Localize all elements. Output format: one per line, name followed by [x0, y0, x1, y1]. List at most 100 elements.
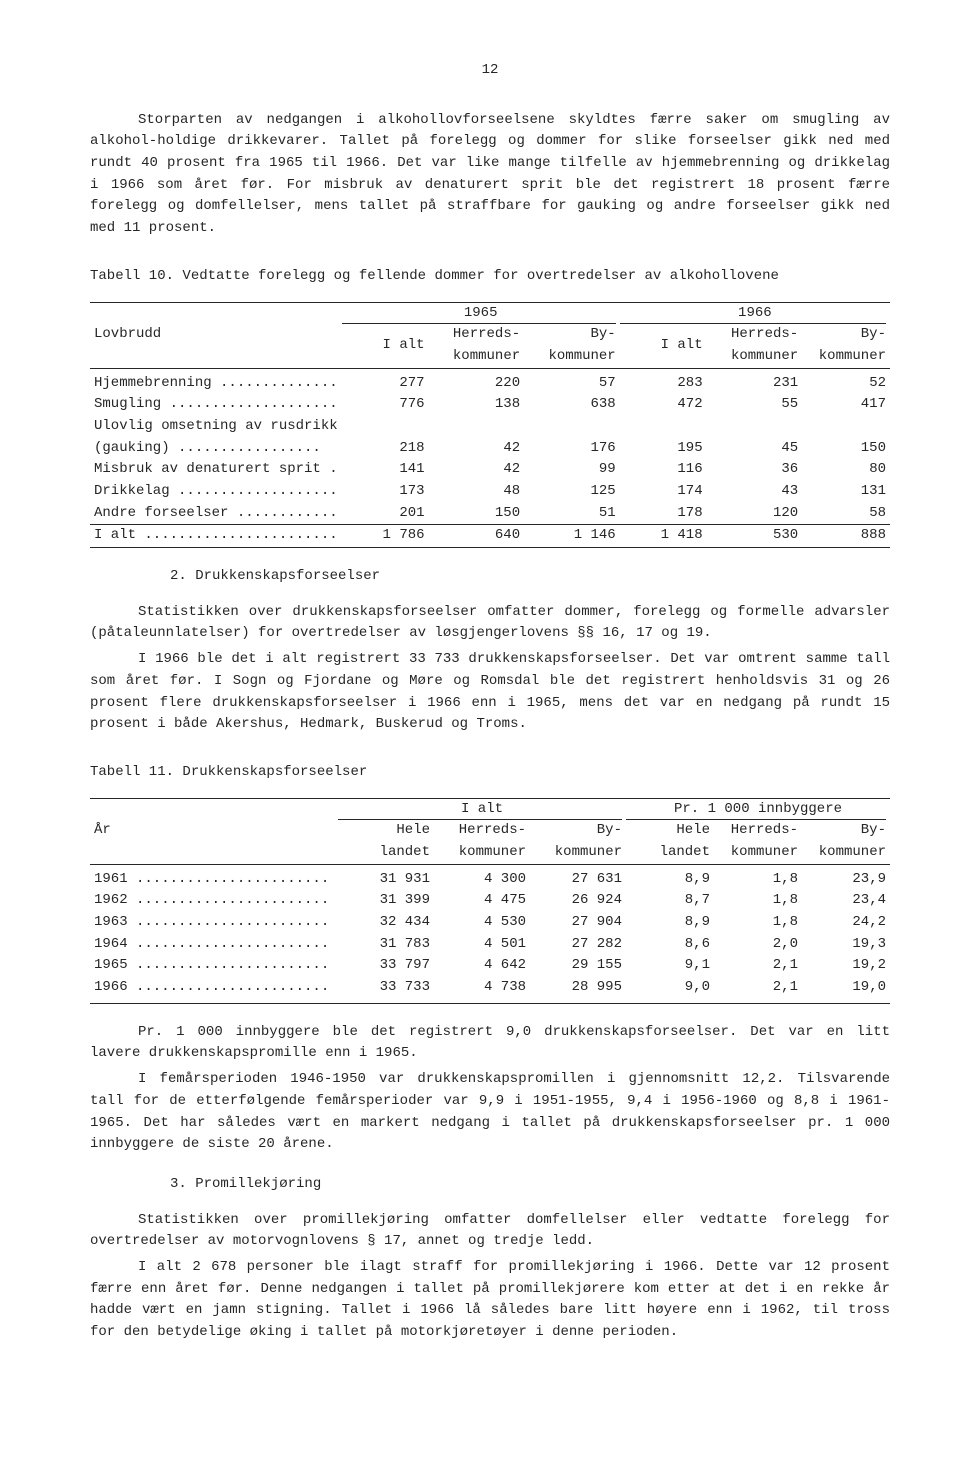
t10-rowhdr: Lovbrudd [90, 302, 342, 368]
table-row: 1966 .......................33 7334 7382… [90, 977, 890, 999]
t10-col: Herreds- kommuner [429, 324, 525, 368]
cell [429, 416, 525, 438]
cell: 231 [707, 373, 803, 395]
after11-p1: Pr. 1 000 innbyggere ble det registrert … [90, 1022, 890, 1065]
cell: 42 [429, 459, 525, 481]
cell: 51 [524, 503, 620, 525]
sec2-p2: I 1966 ble det i alt registrert 33 733 d… [90, 649, 890, 736]
row-label: 1961 ....................... [90, 869, 338, 891]
cell: 4 738 [434, 977, 530, 999]
after11-p2: I femårsperioden 1946-1950 var drukkensk… [90, 1069, 890, 1156]
cell: 776 [342, 394, 429, 416]
cell: 42 [429, 438, 525, 460]
row-label: Drikkelag ................... [90, 481, 342, 503]
cell: 27 631 [530, 869, 626, 891]
cell: 58 [802, 503, 890, 525]
table-11: År I alt Pr. 1 000 innbyggere Hele lande… [90, 798, 890, 1004]
cell: 19,2 [802, 955, 890, 977]
cell: 195 [620, 438, 707, 460]
cell: 4 501 [434, 934, 530, 956]
table11-title: Tabell 11. Drukkenskapsforseelser [90, 762, 890, 784]
cell: 1,8 [714, 890, 802, 912]
t11-col: By- kommuner [530, 820, 626, 864]
cell: 220 [429, 373, 525, 395]
cell: 8,9 [626, 912, 714, 934]
table-row: Hjemmebrenning ..............27722057283… [90, 373, 890, 395]
cell: 4 300 [434, 869, 530, 891]
t11-col: Herreds- kommuner [714, 820, 802, 864]
cell: 638 [524, 394, 620, 416]
row-label: 1965 ....................... [90, 955, 338, 977]
t10-year-a: 1965 [342, 302, 620, 324]
t11-col: Hele landet [338, 820, 434, 864]
cell: 99 [524, 459, 620, 481]
t10-col: I alt [342, 324, 429, 368]
sec3-p1: Statistikken over promillekjøring omfatt… [90, 1210, 890, 1253]
cell: 33 733 [338, 977, 434, 999]
row-label: Hjemmebrenning .............. [90, 373, 342, 395]
cell: 31 931 [338, 869, 434, 891]
t10-col: I alt [620, 324, 707, 368]
table-row: (gauking) .................2184217619545… [90, 438, 890, 460]
cell: 4 530 [434, 912, 530, 934]
sec3-heading: 3. Promillekjøring [90, 1174, 890, 1196]
cell: 141 [342, 459, 429, 481]
table-row: 1962 .......................31 3994 4752… [90, 890, 890, 912]
table-row: 1961 .......................31 9314 3002… [90, 869, 890, 891]
cell: 173 [342, 481, 429, 503]
row-label: 1963 ....................... [90, 912, 338, 934]
cell: 23,4 [802, 890, 890, 912]
cell: 8,9 [626, 869, 714, 891]
sec3-p2: I alt 2 678 personer ble ilagt straff fo… [90, 1257, 890, 1344]
cell: 277 [342, 373, 429, 395]
cell [707, 416, 803, 438]
cell: 4 642 [434, 955, 530, 977]
table-row: Ulovlig omsetning av rusdrikk [90, 416, 890, 438]
cell: 116 [620, 459, 707, 481]
cell: 52 [802, 373, 890, 395]
cell: 201 [342, 503, 429, 525]
cell: 26 924 [530, 890, 626, 912]
cell: 218 [342, 438, 429, 460]
row-label: 1962 ....................... [90, 890, 338, 912]
cell: 57 [524, 373, 620, 395]
cell: 131 [802, 481, 890, 503]
intro-p1: Storparten av nedgangen i alkohollovfors… [90, 110, 890, 240]
cell: 530 [707, 525, 803, 548]
cell: 1,8 [714, 912, 802, 934]
table-row: Andre forseelser ............20115051178… [90, 503, 890, 525]
cell [802, 416, 890, 438]
t10-col: Herreds- kommuner [707, 324, 803, 368]
t11-col: Herreds- kommuner [434, 820, 530, 864]
table-row: 1963 .......................32 4344 5302… [90, 912, 890, 934]
cell: 43 [707, 481, 803, 503]
cell: 32 434 [338, 912, 434, 934]
t11-col: Hele landet [626, 820, 714, 864]
cell: 33 797 [338, 955, 434, 977]
cell [342, 416, 429, 438]
cell: 120 [707, 503, 803, 525]
table10-title: Tabell 10. Vedtatte forelegg og fellende… [90, 266, 890, 288]
cell: 1 786 [342, 525, 429, 548]
table-row: 1965 .......................33 7974 6422… [90, 955, 890, 977]
sec2-heading: 2. Drukkenskapsforseelser [90, 566, 890, 588]
cell: 640 [429, 525, 525, 548]
row-label: (gauking) ................. [90, 438, 342, 460]
table-row: Misbruk av denaturert sprit .14142991163… [90, 459, 890, 481]
cell: 9,1 [626, 955, 714, 977]
cell: 4 475 [434, 890, 530, 912]
t11-col: By- kommuner [802, 820, 890, 864]
cell: 2,1 [714, 977, 802, 999]
t11-grp-a: I alt [338, 798, 626, 820]
t11-rowhdr: År [90, 798, 338, 864]
cell: 45 [707, 438, 803, 460]
row-label: 1964 ....................... [90, 934, 338, 956]
cell: 29 155 [530, 955, 626, 977]
cell: 138 [429, 394, 525, 416]
cell: 31 399 [338, 890, 434, 912]
cell: 28 995 [530, 977, 626, 999]
cell: 2,0 [714, 934, 802, 956]
row-label: Andre forseelser ............ [90, 503, 342, 525]
t10-col: By- kommuner [524, 324, 620, 368]
row-label: 1966 ....................... [90, 977, 338, 999]
